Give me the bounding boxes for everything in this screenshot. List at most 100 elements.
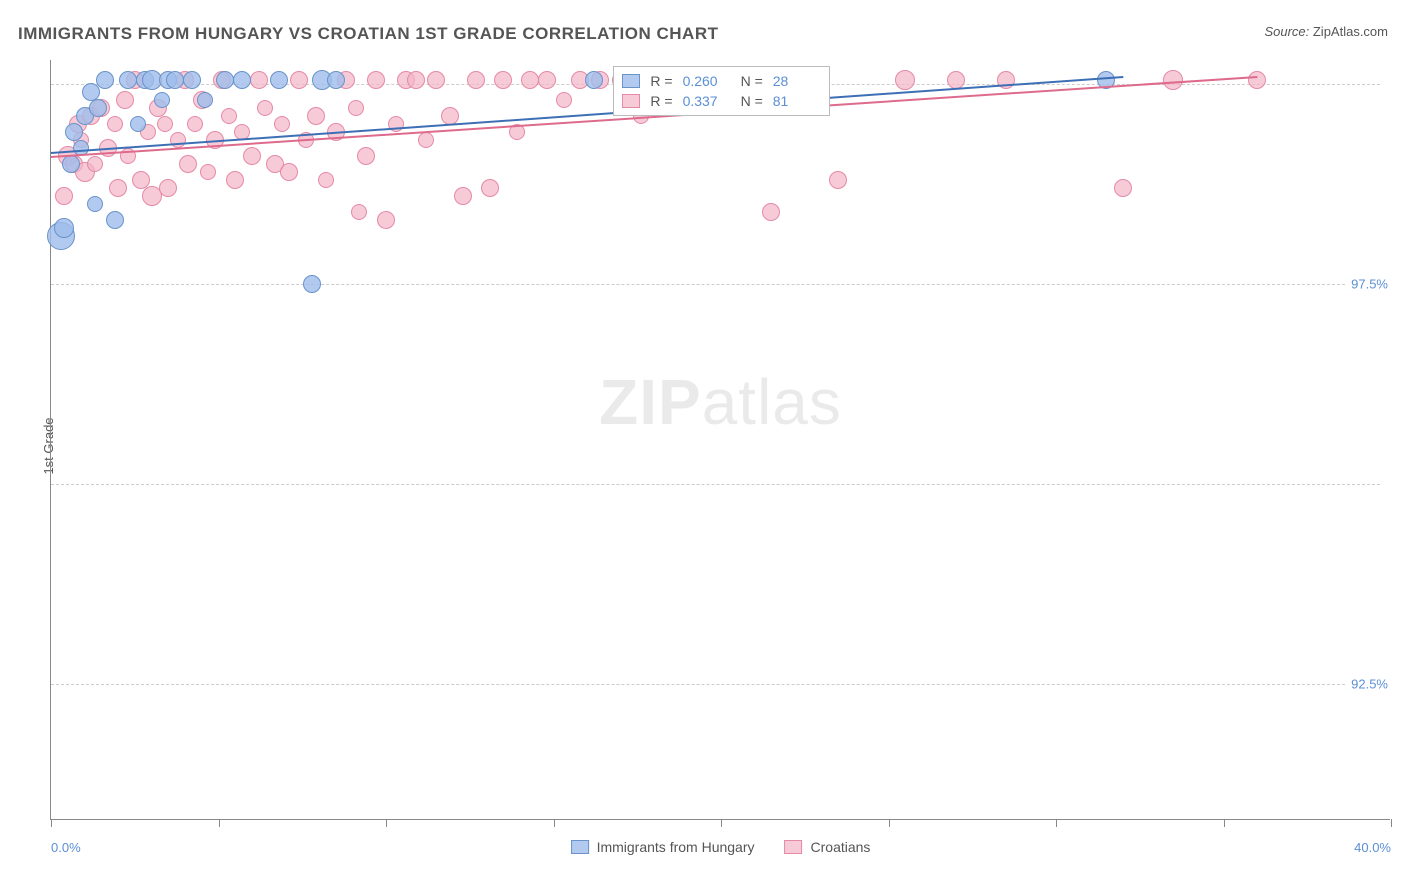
- data-point-croatians: [762, 203, 780, 221]
- x-tick: [721, 819, 722, 827]
- x-tick: [1224, 819, 1225, 827]
- data-point-croatians: [538, 71, 556, 89]
- legend-item-hungary: Immigrants from Hungary: [571, 839, 755, 855]
- data-point-croatians: [1114, 179, 1132, 197]
- data-point-hungary: [65, 123, 83, 141]
- data-point-croatians: [250, 71, 268, 89]
- data-point-hungary: [183, 71, 201, 89]
- legend-swatch: [622, 74, 640, 88]
- data-point-croatians: [1248, 71, 1266, 89]
- data-point-croatians: [170, 132, 186, 148]
- data-point-hungary: [585, 71, 603, 89]
- data-point-hungary: [54, 218, 74, 238]
- y-tick-label: 92.5%: [1345, 675, 1394, 694]
- n-value: 81: [773, 93, 821, 109]
- data-point-croatians: [307, 107, 325, 125]
- data-point-croatians: [351, 204, 367, 220]
- data-point-croatians: [179, 155, 197, 173]
- data-point-croatians: [418, 132, 434, 148]
- trend-line-hungary: [51, 76, 1123, 154]
- r-value: 0.337: [683, 93, 731, 109]
- data-point-croatians: [280, 163, 298, 181]
- x-tick: [554, 819, 555, 827]
- legend-item-croatians: Croatians: [785, 839, 871, 855]
- data-point-croatians: [467, 71, 485, 89]
- data-point-croatians: [895, 70, 915, 90]
- n-value: 28: [773, 73, 821, 89]
- r-label: R =: [650, 93, 672, 109]
- data-point-croatians: [226, 171, 244, 189]
- data-point-croatians: [454, 187, 472, 205]
- x-tick-label: 40.0%: [1354, 840, 1391, 855]
- chart-title: IMMIGRANTS FROM HUNGARY VS CROATIAN 1ST …: [18, 24, 718, 44]
- data-point-hungary: [327, 71, 345, 89]
- data-point-croatians: [556, 92, 572, 108]
- data-point-croatians: [290, 71, 308, 89]
- source-value: ZipAtlas.com: [1313, 24, 1388, 39]
- data-point-hungary: [233, 71, 251, 89]
- watermark-light: atlas: [702, 366, 842, 438]
- data-point-croatians: [318, 172, 334, 188]
- data-point-hungary: [89, 99, 107, 117]
- correlation-row-hungary: R = 0.260N = 28: [622, 71, 820, 91]
- data-point-hungary: [197, 92, 213, 108]
- r-value: 0.260: [683, 73, 731, 89]
- data-point-croatians: [107, 116, 123, 132]
- data-point-croatians: [481, 179, 499, 197]
- y-tick-label: [1382, 82, 1394, 86]
- gridline: [51, 684, 1390, 685]
- data-point-croatians: [348, 100, 364, 116]
- data-point-croatians: [367, 71, 385, 89]
- data-point-croatians: [829, 171, 847, 189]
- data-point-croatians: [87, 156, 103, 172]
- data-point-croatians: [274, 116, 290, 132]
- data-point-croatians: [221, 108, 237, 124]
- data-point-croatians: [521, 71, 539, 89]
- y-tick-label: 97.5%: [1345, 275, 1394, 294]
- y-tick-label: [1382, 482, 1394, 486]
- data-point-croatians: [243, 147, 261, 165]
- x-tick: [219, 819, 220, 827]
- watermark-bold: ZIP: [599, 366, 702, 438]
- data-point-hungary: [87, 196, 103, 212]
- data-point-croatians: [257, 100, 273, 116]
- x-tick: [386, 819, 387, 827]
- correlation-legend: R = 0.260N = 28R = 0.337N = 81: [613, 66, 829, 116]
- chart-container: IMMIGRANTS FROM HUNGARY VS CROATIAN 1ST …: [0, 0, 1406, 892]
- legend-swatch: [622, 94, 640, 108]
- data-point-croatians: [1163, 70, 1183, 90]
- plot-area: ZIPatlas 92.5%97.5%0.0%40.0%R = 0.260N =…: [50, 60, 1390, 820]
- legend-swatch: [571, 840, 589, 854]
- x-tick-label: 0.0%: [51, 840, 81, 855]
- source-attribution: Source: ZipAtlas.com: [1264, 24, 1388, 39]
- x-tick: [1056, 819, 1057, 827]
- legend-swatch: [785, 840, 803, 854]
- data-point-hungary: [119, 71, 137, 89]
- data-point-hungary: [62, 155, 80, 173]
- data-point-croatians: [377, 211, 395, 229]
- data-point-croatians: [187, 116, 203, 132]
- data-point-croatians: [116, 91, 134, 109]
- series-legend: Immigrants from Hungary Croatians: [571, 839, 871, 855]
- data-point-hungary: [303, 275, 321, 293]
- source-label: Source:: [1264, 24, 1312, 39]
- data-point-croatians: [947, 71, 965, 89]
- correlation-row-croatians: R = 0.337N = 81: [622, 91, 820, 111]
- data-point-croatians: [55, 187, 73, 205]
- data-point-hungary: [216, 71, 234, 89]
- gridline: [51, 484, 1390, 485]
- data-point-croatians: [109, 179, 127, 197]
- data-point-hungary: [96, 71, 114, 89]
- gridline: [51, 284, 1390, 285]
- data-point-hungary: [130, 116, 146, 132]
- data-point-croatians: [407, 71, 425, 89]
- r-label: R =: [650, 73, 672, 89]
- x-tick: [889, 819, 890, 827]
- legend-label: Immigrants from Hungary: [597, 839, 755, 855]
- x-tick: [1391, 819, 1392, 827]
- data-point-croatians: [357, 147, 375, 165]
- legend-label: Croatians: [811, 839, 871, 855]
- data-point-croatians: [157, 116, 173, 132]
- data-point-hungary: [106, 211, 124, 229]
- data-point-croatians: [494, 71, 512, 89]
